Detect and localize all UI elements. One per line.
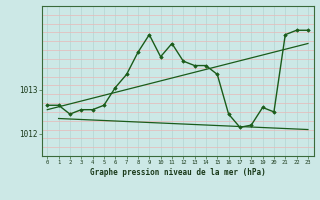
X-axis label: Graphe pression niveau de la mer (hPa): Graphe pression niveau de la mer (hPa) [90,168,266,177]
